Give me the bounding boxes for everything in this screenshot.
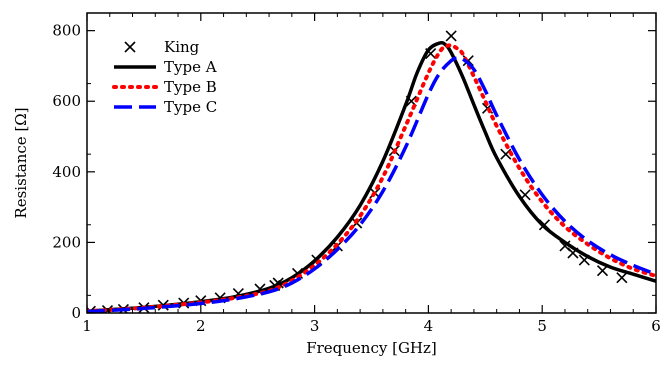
y-tick-label: 200: [52, 233, 81, 251]
tick-labels-layer: 1 2 3 4 5 6 0 200 400 600 800: [52, 22, 660, 335]
legend-king: King: [124, 38, 200, 56]
plot-frame: [86, 12, 657, 314]
y-tick-label: 600: [52, 92, 81, 110]
king-point: [445, 30, 457, 42]
x-tick-label: 3: [310, 317, 320, 335]
x-tick-label: 2: [196, 317, 206, 335]
y-axis-title: Resistance [Ω]: [12, 107, 30, 218]
legend-label: Type B: [164, 78, 217, 96]
x-tick-label: 1: [82, 317, 92, 335]
legend: King Type A Type B Type C: [112, 38, 217, 116]
x-tick-label: 4: [424, 317, 434, 335]
king-point: [596, 265, 609, 277]
series-type-c-line: [87, 55, 656, 313]
x-tick-label: 5: [537, 317, 547, 335]
legend-label: Type A: [164, 58, 217, 76]
legend-label: Type C: [164, 98, 217, 116]
y-tick-label: 0: [71, 304, 81, 322]
legend-type-b: Type B: [112, 78, 217, 96]
series-layer: [87, 30, 656, 313]
series-type-a-line: [87, 40, 656, 313]
ticks-layer: [86, 12, 657, 314]
legend-type-c: Type C: [114, 98, 217, 116]
y-tick-label: 800: [52, 22, 81, 40]
legend-label: King: [164, 38, 200, 56]
king-point: [500, 148, 512, 160]
x-axis-title: Frequency [GHz]: [306, 339, 437, 357]
king-point: [616, 272, 628, 284]
legend-type-a: Type A: [114, 58, 217, 76]
y-tick-label: 400: [52, 163, 81, 181]
legend-marker: [124, 41, 136, 53]
x-tick-label: 6: [651, 317, 661, 335]
